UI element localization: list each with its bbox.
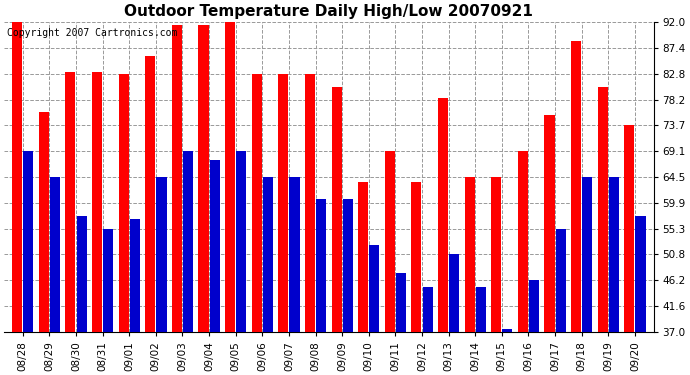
Bar — [385, 151, 395, 375]
Bar — [502, 329, 513, 375]
Bar — [77, 216, 87, 375]
Bar — [571, 42, 581, 375]
Bar — [449, 254, 460, 375]
Bar — [343, 200, 353, 375]
Bar — [252, 74, 262, 375]
Bar — [130, 219, 140, 375]
Bar — [624, 125, 634, 375]
Title: Outdoor Temperature Daily High/Low 20070921: Outdoor Temperature Daily High/Low 20070… — [124, 4, 533, 19]
Bar — [555, 229, 566, 375]
Bar — [183, 151, 193, 375]
Bar — [316, 200, 326, 375]
Bar — [491, 177, 502, 375]
Bar — [145, 56, 155, 375]
Bar — [199, 24, 208, 375]
Bar — [210, 160, 219, 375]
Bar — [305, 74, 315, 375]
Bar — [369, 244, 380, 375]
Bar — [422, 287, 433, 375]
Bar — [635, 216, 646, 375]
Bar — [23, 151, 33, 375]
Bar — [476, 287, 486, 375]
Bar — [464, 177, 475, 375]
Bar — [544, 115, 555, 375]
Bar — [358, 183, 368, 375]
Bar — [263, 177, 273, 375]
Text: Copyright 2007 Cartronics.com: Copyright 2007 Cartronics.com — [8, 28, 178, 38]
Bar — [396, 273, 406, 375]
Bar — [278, 74, 288, 375]
Bar — [66, 72, 75, 375]
Bar — [104, 229, 113, 375]
Bar — [331, 87, 342, 375]
Bar — [157, 177, 166, 375]
Bar — [518, 151, 528, 375]
Bar — [598, 87, 608, 375]
Bar — [236, 151, 246, 375]
Bar — [172, 24, 182, 375]
Bar — [50, 177, 60, 375]
Bar — [438, 98, 448, 375]
Bar — [12, 22, 22, 375]
Bar — [92, 72, 102, 375]
Bar — [290, 177, 299, 375]
Bar — [609, 177, 619, 375]
Bar — [582, 177, 592, 375]
Bar — [119, 74, 129, 375]
Bar — [225, 22, 235, 375]
Bar — [411, 183, 422, 375]
Bar — [39, 112, 49, 375]
Bar — [529, 280, 539, 375]
